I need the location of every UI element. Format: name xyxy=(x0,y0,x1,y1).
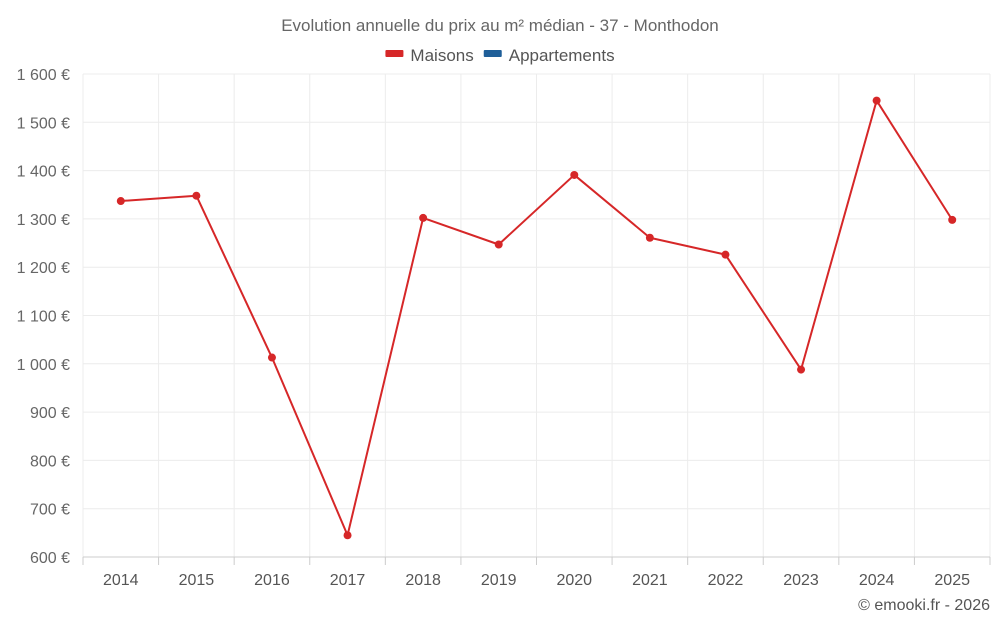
y-tick-label: 1 500 € xyxy=(17,115,70,132)
x-tick-label: 2025 xyxy=(934,572,970,589)
x-tick-label: 2019 xyxy=(481,572,517,589)
y-tick-label: 1 200 € xyxy=(17,260,70,277)
legend-swatch xyxy=(483,50,502,57)
y-tick-label: 1 300 € xyxy=(17,212,70,229)
data-point[interactable] xyxy=(116,197,125,206)
data-point[interactable] xyxy=(797,365,806,374)
data-point[interactable] xyxy=(570,170,579,179)
x-tick-label: 2020 xyxy=(556,572,592,589)
axes: 600 € 700 € 800 € 900 € 1 000 € 1 100 € 1 200 … xyxy=(17,67,991,589)
data-point[interactable] xyxy=(343,531,352,540)
y-tick-label: 1 000 € xyxy=(17,357,70,374)
y-tick-label: 800 € xyxy=(30,453,70,470)
x-tick-label: 2015 xyxy=(179,572,215,589)
legend: Maisons Appartements xyxy=(385,46,615,65)
series-layer xyxy=(116,96,957,540)
x-tick-label: 2017 xyxy=(330,572,366,589)
grid xyxy=(82,73,991,558)
y-tick-label: 1 600 € xyxy=(17,67,70,84)
legend-label: Appartements xyxy=(509,46,615,65)
y-tick-label: 600 € xyxy=(30,550,70,567)
legend-item-appartements[interactable]: Appartements xyxy=(483,46,615,65)
x-tick-label: 2024 xyxy=(859,572,895,589)
x-tick-label: 2023 xyxy=(783,572,819,589)
legend-label: Maisons xyxy=(410,46,473,65)
y-tick-label: 900 € xyxy=(30,405,70,422)
data-point[interactable] xyxy=(192,191,201,200)
data-point[interactable] xyxy=(721,250,730,259)
data-point[interactable] xyxy=(948,215,957,224)
x-tick-label: 2022 xyxy=(708,572,744,589)
x-tick-label: 2014 xyxy=(103,572,139,589)
y-tick-label: 700 € xyxy=(30,502,70,519)
y-tick-label: 1 400 € xyxy=(17,164,70,181)
series-line-maisons xyxy=(120,99,954,537)
data-point[interactable] xyxy=(645,233,654,242)
data-point[interactable] xyxy=(872,96,881,105)
x-tick-label: 2018 xyxy=(405,572,441,589)
x-tick-label: 2016 xyxy=(254,572,290,589)
x-tick-label: 2021 xyxy=(632,572,668,589)
legend-item-maisons[interactable]: Maisons xyxy=(385,46,474,65)
data-point[interactable] xyxy=(267,353,276,362)
data-point[interactable] xyxy=(419,213,428,222)
chart-title: Evolution annuelle du prix au m² médian … xyxy=(281,16,719,35)
credit-text: © emooki.fr - 2026 xyxy=(858,597,990,614)
data-point[interactable] xyxy=(494,240,503,249)
y-tick-label: 1 100 € xyxy=(17,309,70,326)
legend-swatch xyxy=(385,50,404,57)
